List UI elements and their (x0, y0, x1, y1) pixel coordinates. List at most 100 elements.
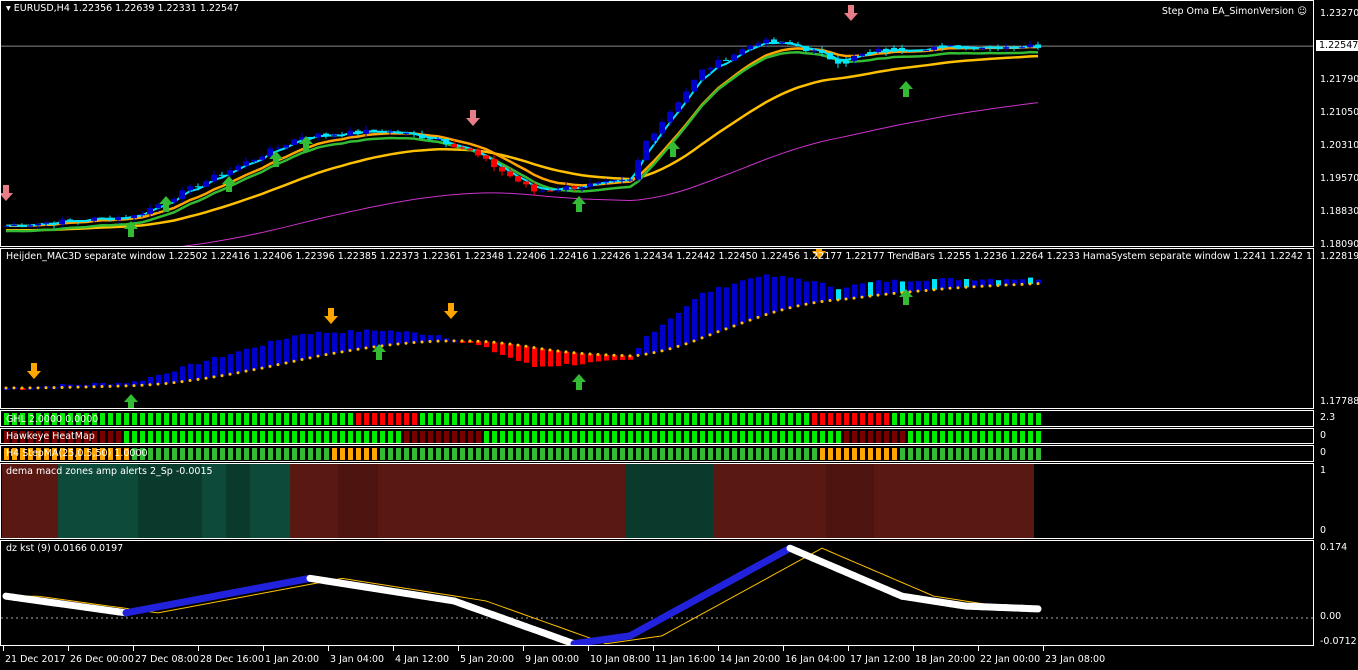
stepma-bar (612, 448, 617, 460)
date-label: 14 Jan 20:00 (720, 654, 781, 665)
stepma-bar (388, 448, 393, 460)
stepma-bar (892, 448, 897, 460)
ghl-bar (612, 413, 617, 425)
stepma-bar (252, 448, 257, 460)
heatmap-bar (356, 431, 361, 443)
ghl-bar (940, 413, 945, 425)
candle (171, 198, 177, 203)
candle (387, 131, 393, 133)
up-arrow-icon (899, 289, 913, 305)
heatmap-bar (188, 431, 193, 443)
ma-line (5, 45, 1039, 228)
signal-dot (316, 354, 320, 358)
histogram-bar (996, 280, 1001, 286)
stepma-bar (308, 448, 313, 460)
candle (659, 121, 665, 134)
heatmap-bar (988, 431, 993, 443)
histogram-bar (276, 340, 281, 365)
main-chart-window[interactable]: ▾ EURUSD,H4 1.22356 1.22639 1.22331 1.22… (0, 0, 1314, 247)
heatmap-bar (828, 431, 833, 443)
ghl-bar (364, 413, 369, 425)
kst-axis-bottom: -0.0712 (1320, 636, 1357, 647)
price-label: 1.21050 (1320, 107, 1358, 118)
heatmap-bar (228, 431, 233, 443)
signal-dot (348, 348, 352, 352)
signal-dot (668, 347, 672, 351)
stepma-bar (820, 448, 825, 460)
stepma-bar (460, 448, 465, 460)
signal-dot (636, 353, 640, 357)
stepma-bar (268, 448, 273, 460)
signal-dot (524, 344, 528, 348)
dema-axis-top: 1 (1320, 465, 1327, 476)
ghl-bar (92, 413, 97, 425)
histogram-bar (796, 278, 801, 306)
heatmap-bar (860, 431, 865, 443)
stepma-bar (76, 448, 81, 460)
heatmap-bar (748, 431, 753, 443)
signal-dot (548, 348, 552, 352)
ghl-bar (236, 413, 241, 425)
histogram-bar (836, 289, 841, 300)
candle (1019, 47, 1025, 49)
candle (595, 182, 601, 184)
ghl-bar (652, 413, 657, 425)
candle (667, 111, 673, 122)
stepma-bar (188, 448, 193, 460)
heatmap-bar (780, 431, 785, 443)
histogram-bar (316, 331, 321, 357)
heatmap-bar (892, 431, 897, 443)
heatmap-bar (92, 431, 97, 443)
stepma-bar (28, 448, 33, 460)
heatmap-bar (732, 431, 737, 443)
date-label: 3 Jan 04:00 (330, 654, 385, 665)
dema-window[interactable]: dema macd zones amp alerts 2_Sp -0.0015 (0, 463, 1314, 539)
histogram-bar (436, 335, 441, 342)
signal-dot (540, 347, 544, 351)
ghl-bar (316, 413, 321, 425)
zone-band (338, 464, 378, 538)
current-price-label: 1.22547 (1316, 40, 1358, 51)
heatmap-bar (44, 431, 49, 443)
heijden-window[interactable]: Heijden_MAC3D separate window 1.22502 1.… (0, 248, 1314, 409)
ghl-bar (996, 413, 1001, 425)
stepma-window[interactable]: H4 StepMA(25,0.5,50) 1.0000 (0, 445, 1314, 462)
histogram-bar (708, 291, 713, 335)
histogram-bar (356, 331, 361, 350)
signal-dot (804, 302, 808, 306)
up-arrow-icon (372, 344, 386, 360)
signal-dot (956, 286, 960, 290)
kst-window[interactable]: dz kst (9) 0.0166 0.0197 (0, 540, 1314, 646)
histogram-bar (988, 278, 993, 286)
heatmap-bar (444, 431, 449, 443)
hawkeye-window[interactable]: Hawkeye HeatMap (0, 428, 1314, 444)
candle (587, 183, 593, 188)
candle (523, 181, 529, 185)
ghl-bar (252, 413, 257, 425)
signal-dot (244, 369, 248, 373)
heatmap-bar (964, 431, 969, 443)
candle (947, 45, 953, 47)
stepma-bar (276, 448, 281, 460)
ghl-window[interactable]: GHL 2.0000 0.0000 (0, 410, 1314, 427)
signal-dot (420, 340, 424, 344)
candle (331, 134, 337, 136)
signal-dot (892, 291, 896, 295)
ghl-bar (764, 413, 769, 425)
stepma-bar (204, 448, 209, 460)
ghl-bar (20, 413, 25, 425)
stepma-bar (540, 448, 545, 460)
signal-dot (580, 351, 584, 355)
heatmap-bar (148, 431, 153, 443)
signal-dot (156, 382, 160, 386)
histogram-bar (732, 283, 737, 326)
candle (707, 67, 713, 70)
signal-dot (844, 297, 848, 301)
ghl-bar (1028, 413, 1033, 425)
stepma-bar (724, 448, 729, 460)
ghl-bar (796, 413, 801, 425)
ghl-bar (476, 413, 481, 425)
signal-dot (980, 284, 984, 288)
signal-dot (268, 364, 272, 368)
candle (91, 217, 97, 221)
